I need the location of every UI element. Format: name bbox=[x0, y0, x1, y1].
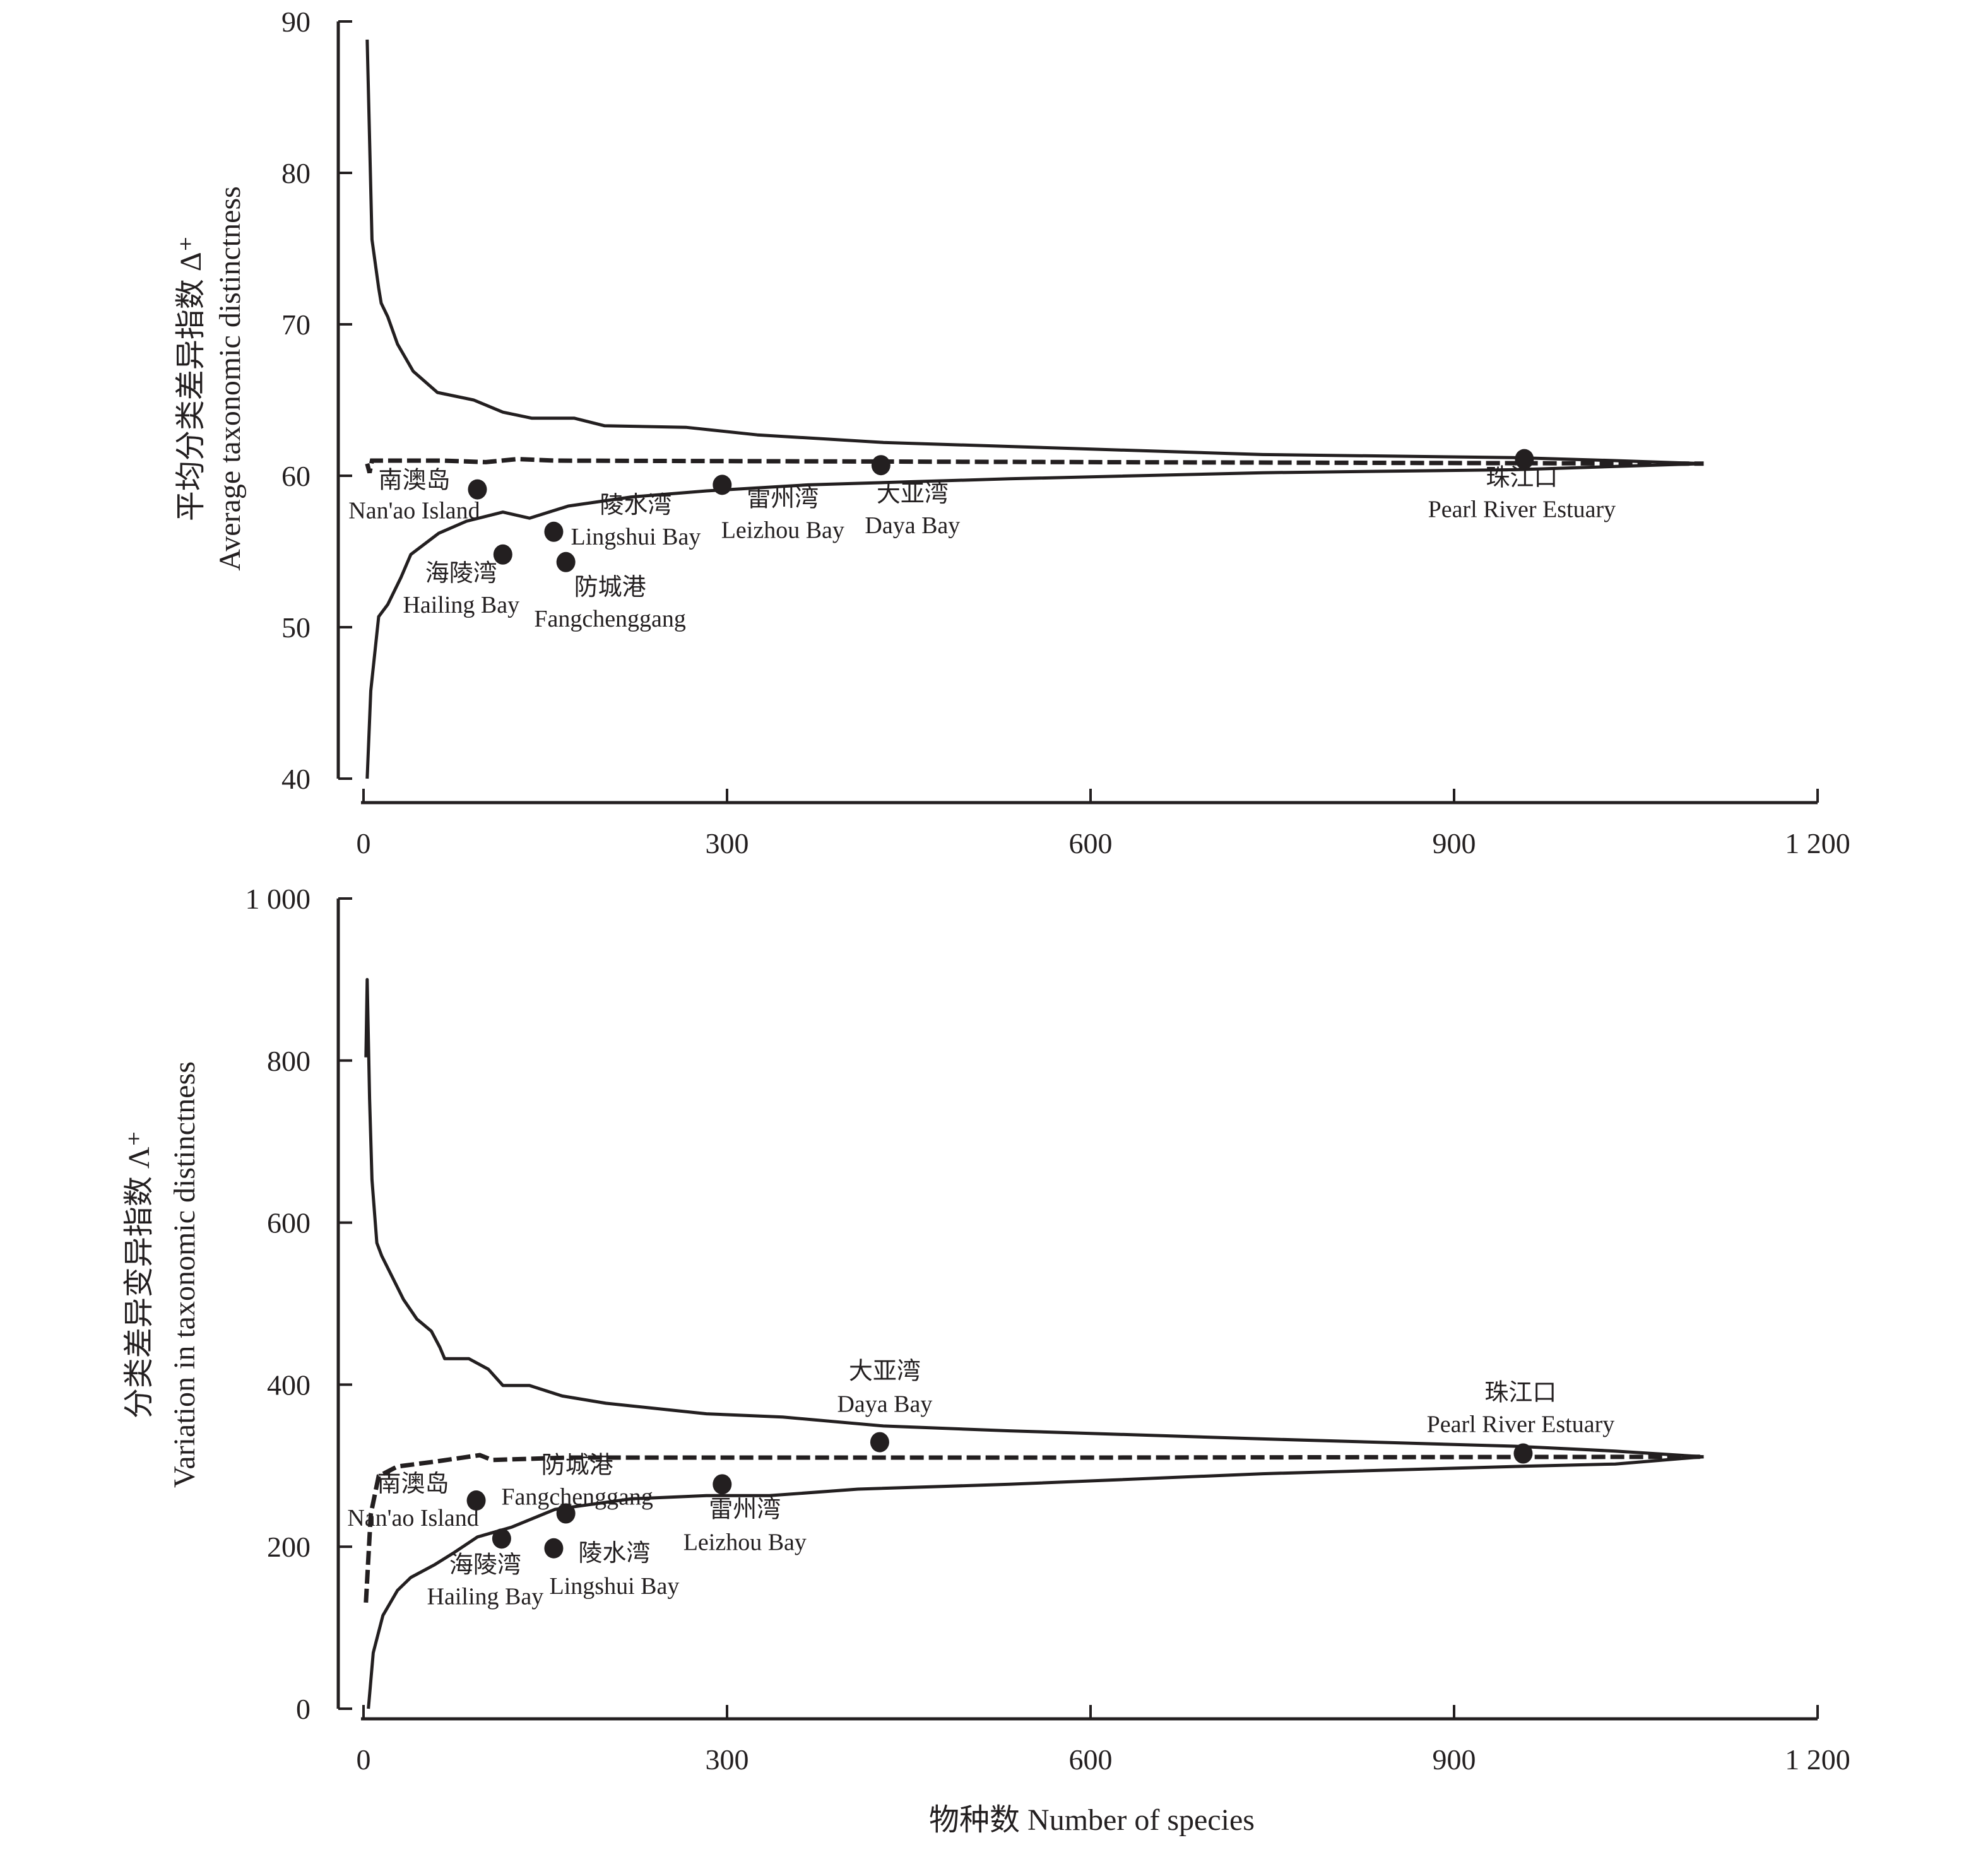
x-tick-label: 1 200 bbox=[1785, 827, 1850, 859]
y-tick-label: 60 bbox=[281, 460, 311, 492]
site-label-en: Lingshui Bay bbox=[571, 524, 701, 550]
series-mean bbox=[364, 1453, 1704, 1603]
site-point bbox=[871, 455, 890, 476]
site-label-en: Pearl River Estuary bbox=[1427, 1412, 1615, 1438]
site-label-en: Nan'ao Island bbox=[348, 498, 480, 524]
site-label-en: Daya Bay bbox=[837, 1391, 932, 1418]
series-upper-95%-limit bbox=[365, 39, 1704, 466]
site-label-cn: 陵水湾 bbox=[600, 492, 672, 519]
site-label-cn: 陵水湾 bbox=[578, 1540, 650, 1567]
x-axis-title: 物种数 Number of species bbox=[929, 1803, 1255, 1837]
y-axis-title-en: Average taxonomic distinctness bbox=[213, 186, 247, 571]
site-point bbox=[468, 479, 487, 500]
y-tick-label: 40 bbox=[281, 763, 311, 795]
y-tick-label: 400 bbox=[267, 1369, 311, 1401]
site-label-en: Fangchenggang bbox=[501, 1484, 653, 1511]
y-axis-title-en: Variation in taxonomic distinctness bbox=[168, 1061, 201, 1488]
y-tick-label: 80 bbox=[281, 157, 311, 189]
site-label-en: Leizhou Bay bbox=[721, 517, 844, 543]
series-lower-95%-limit bbox=[367, 1455, 1704, 1709]
site-label-cn: 大亚湾 bbox=[877, 481, 949, 507]
series-mean bbox=[365, 457, 1704, 474]
site-label-en: Hailing Bay bbox=[427, 1583, 544, 1610]
site-point bbox=[713, 1474, 732, 1495]
site-point bbox=[1513, 1443, 1533, 1464]
x-tick-label: 1 200 bbox=[1785, 1743, 1850, 1776]
series-lower-95%-limit bbox=[365, 462, 1704, 779]
site-point bbox=[544, 1538, 564, 1559]
y-tick-label: 200 bbox=[267, 1531, 311, 1563]
site-label-cn: 防城港 bbox=[574, 574, 646, 601]
y-tick-label: 600 bbox=[267, 1207, 311, 1239]
site-label-cn: 海陵湾 bbox=[449, 1552, 521, 1578]
site-label-en: Lingshui Bay bbox=[550, 1573, 680, 1600]
y-tick-label: 90 bbox=[281, 6, 311, 38]
site-point bbox=[544, 521, 564, 542]
x-tick-label: 600 bbox=[1069, 827, 1113, 859]
y-axis-title-cn: 分类差异变异指数 Λ⁺ bbox=[122, 1131, 156, 1418]
panel-variation-taxonomic-distinctness: 0 200 400 600 800 1 000 0 300 600 900 1 200 分类差异变异指… bbox=[122, 883, 1850, 1776]
site-point bbox=[556, 551, 576, 572]
y-tick-label: 0 bbox=[296, 1693, 311, 1725]
x-tick-label: 0 bbox=[357, 1743, 371, 1776]
site-label-cn: 大亚湾 bbox=[849, 1359, 921, 1385]
site-label-en: Daya Bay bbox=[865, 512, 960, 539]
site-point bbox=[870, 1432, 889, 1453]
site-label-cn: 防城港 bbox=[541, 1453, 613, 1479]
site-label-cn: 雷州湾 bbox=[747, 485, 819, 512]
y-tick-label: 1 000 bbox=[246, 883, 311, 915]
x-tick-label: 600 bbox=[1069, 1743, 1113, 1776]
site-label-en: Nan'ao Island bbox=[347, 1505, 478, 1531]
site-point bbox=[713, 475, 732, 495]
y-axis-title-cn: 平均分类差异指数 Δ⁺ bbox=[174, 236, 208, 521]
site-point bbox=[1515, 449, 1534, 469]
site-point bbox=[556, 1503, 576, 1524]
x-tick-label: 900 bbox=[1433, 827, 1476, 859]
site-label-en: Fangchenggang bbox=[534, 606, 686, 632]
site-point bbox=[492, 1528, 511, 1549]
site-label-cn: 珠江口 bbox=[1484, 1380, 1556, 1406]
y-tick-label: 50 bbox=[281, 611, 311, 644]
site-label-cn: 南澳岛 bbox=[378, 468, 450, 494]
site-label-cn: 珠江口 bbox=[1486, 465, 1558, 492]
x-tick-label: 0 bbox=[357, 827, 371, 859]
site-label-cn: 雷州湾 bbox=[709, 1496, 781, 1523]
series-upper-95%-limit bbox=[364, 977, 1704, 1459]
y-tick-label: 800 bbox=[267, 1045, 311, 1077]
site-label-en: Leizhou Bay bbox=[683, 1529, 807, 1555]
site-label-en: Pearl River Estuary bbox=[1428, 497, 1616, 523]
site-point bbox=[493, 544, 512, 565]
x-tick-label: 900 bbox=[1433, 1743, 1476, 1776]
y-tick-label: 70 bbox=[281, 309, 311, 341]
x-tick-label: 300 bbox=[706, 827, 749, 859]
x-tick-label: 300 bbox=[706, 1743, 749, 1776]
site-label-cn: 海陵湾 bbox=[425, 560, 497, 587]
site-label-en: Hailing Bay bbox=[403, 592, 519, 618]
site-label-cn: 南澳岛 bbox=[377, 1471, 449, 1497]
site-point bbox=[466, 1490, 486, 1511]
